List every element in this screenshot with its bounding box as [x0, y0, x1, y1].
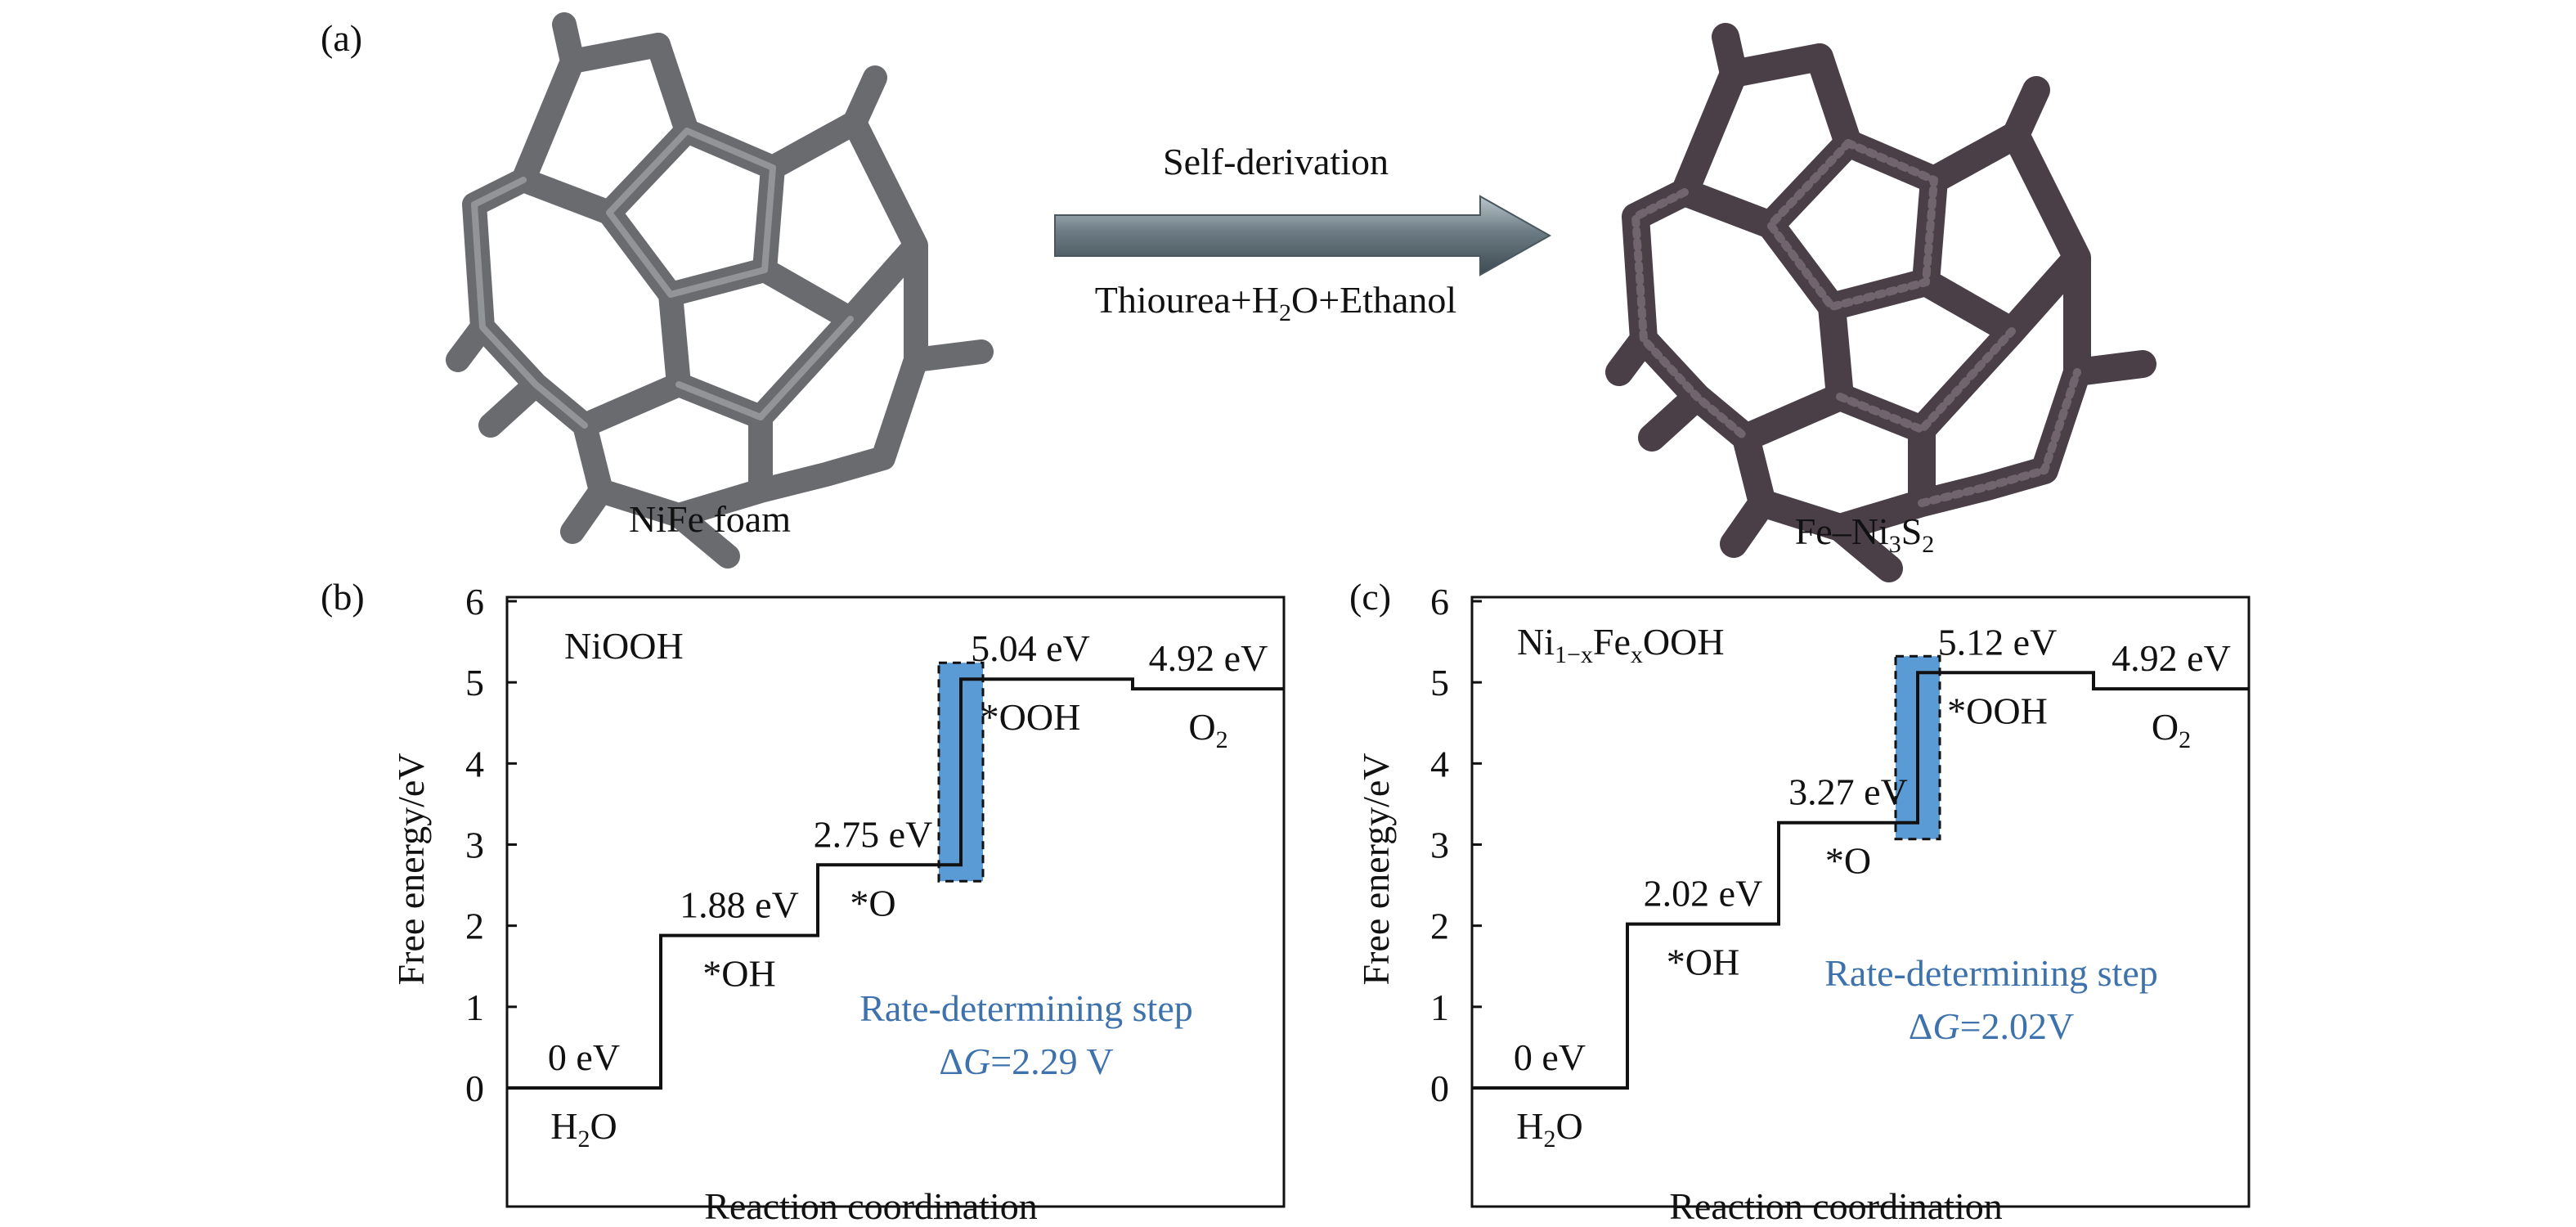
- catalyst-label: NiOOH: [564, 625, 684, 667]
- y-tick-label: 2: [1430, 906, 1449, 947]
- arrow-top-label: Self-derivation: [1163, 141, 1389, 182]
- step-value-label: 1.88 eV: [680, 884, 799, 926]
- step-species-label: O2: [2152, 706, 2191, 753]
- step-value-label: 4.92 eV: [1149, 637, 1268, 679]
- arrow-bottom-label: Thiourea+H2O+Ethanol: [1095, 279, 1456, 326]
- plot-frame: [505, 596, 1286, 1208]
- y-tick-label: 4: [1430, 743, 1449, 784]
- delta-g-label: ΔG=2.29 V: [939, 1040, 1113, 1082]
- y-axis-label: Free energy/eV: [390, 753, 432, 986]
- x-axis-label: Reaction coordination: [1669, 1185, 2003, 1227]
- step-species-label: H2O: [550, 1105, 617, 1153]
- step-species-label: H2O: [1516, 1105, 1582, 1153]
- nife-foam-label: NiFe foam: [629, 498, 791, 540]
- fe-ni3s2-foam-image: [1605, 23, 2156, 582]
- panel-label: (c): [1349, 576, 1391, 618]
- x-axis-label: Reaction coordination: [704, 1185, 1038, 1227]
- fe-ni3s2-label: Fe–Ni3S2: [1795, 510, 1935, 558]
- energy-diagrams: (b) 0 1 2 3 4 5 6 Free energy/eV Reaction coordin…: [321, 576, 2251, 1227]
- energy-diagram-1: (c) 0 1 2 3 4 5 6 Free energy/eV Reaction coordin…: [1349, 576, 2251, 1227]
- step-value-label: 0 eV: [1514, 1036, 1586, 1078]
- step-species-label: O2: [1188, 706, 1227, 753]
- step-species-label: *OH: [1667, 942, 1739, 983]
- step-value-label: 4.92 eV: [2112, 637, 2231, 679]
- y-tick-label: 0: [1430, 1067, 1449, 1109]
- y-tick-label: 4: [465, 743, 484, 784]
- step-value-label: 5.04 eV: [971, 627, 1090, 669]
- step-value-label: 0 eV: [548, 1036, 620, 1078]
- panel-a: (a) NiFe foam Self-derivation Thiourea+H…: [321, 12, 2156, 582]
- rate-determining-label: Rate-determining step: [1824, 952, 2158, 994]
- y-tick-label: 5: [465, 662, 484, 703]
- step-species-label: *OOH: [1947, 690, 2048, 731]
- y-tick-label: 2: [465, 906, 484, 947]
- y-axis-label: Free energy/eV: [1355, 753, 1397, 986]
- y-tick-label: 1: [465, 987, 484, 1028]
- panel-label: (b): [321, 576, 365, 618]
- delta-g-label: ΔG=2.02V: [1909, 1005, 2075, 1047]
- self-derivation-arrow: [1054, 195, 1552, 276]
- step-value-label: 5.12 eV: [1938, 621, 2058, 663]
- y-tick-label: 6: [465, 581, 484, 622]
- plot-frame: [1470, 596, 2251, 1208]
- step-value-label: 2.02 eV: [1644, 873, 1763, 915]
- y-tick-label: 3: [1430, 825, 1449, 866]
- free-energy-step-line: [507, 677, 1284, 1090]
- energy-diagram-0: (b) 0 1 2 3 4 5 6 Free energy/eV Reaction coordin…: [321, 576, 1286, 1227]
- rate-determining-label: Rate-determining step: [859, 987, 1193, 1029]
- nife-foam-image: [446, 12, 994, 569]
- step-value-label: 2.75 eV: [814, 813, 933, 855]
- step-species-label: *OH: [702, 953, 775, 995]
- step-species-label: *OOH: [981, 696, 1081, 738]
- catalyst-label: Ni1−xFexOOH: [1517, 621, 1725, 668]
- y-tick-label: 1: [1430, 987, 1449, 1028]
- free-energy-step-line: [1472, 671, 2249, 1090]
- y-tick-label: 0: [465, 1067, 484, 1109]
- step-value-label: 3.27 eV: [1788, 771, 1908, 813]
- step-species-label: *O: [1825, 840, 1871, 882]
- y-tick-label: 5: [1430, 662, 1449, 703]
- y-tick-label: 6: [1430, 581, 1449, 622]
- panel-a-label: (a): [321, 17, 362, 59]
- step-species-label: *O: [850, 882, 895, 924]
- y-tick-label: 3: [465, 825, 484, 866]
